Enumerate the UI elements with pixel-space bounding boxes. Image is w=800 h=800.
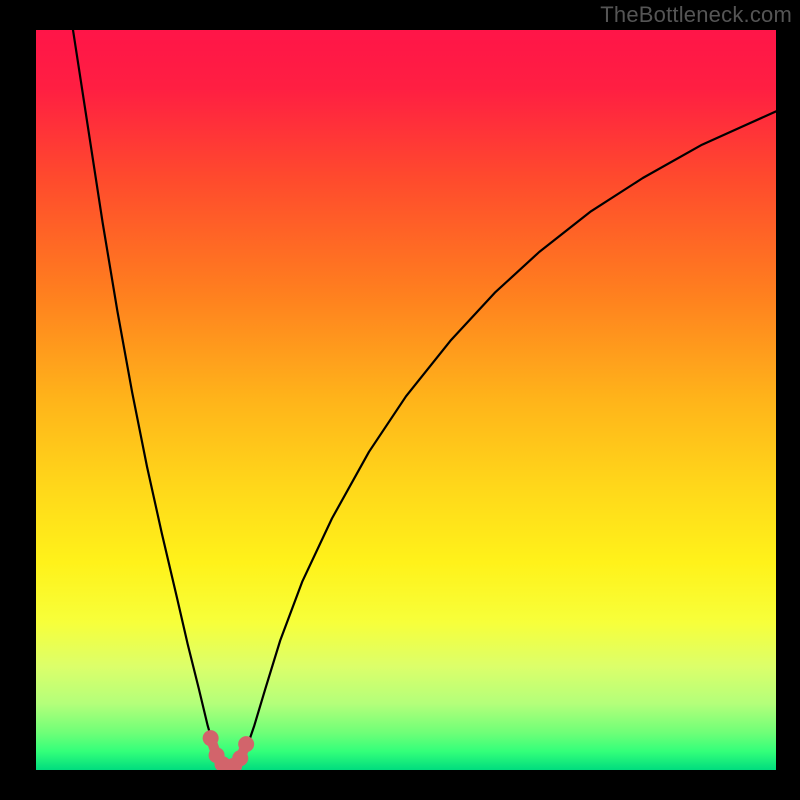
watermark-text: TheBottleneck.com	[600, 2, 792, 28]
chart-container: TheBottleneck.com	[0, 0, 800, 800]
bottleneck-chart	[36, 30, 776, 770]
chart-background	[36, 30, 776, 770]
